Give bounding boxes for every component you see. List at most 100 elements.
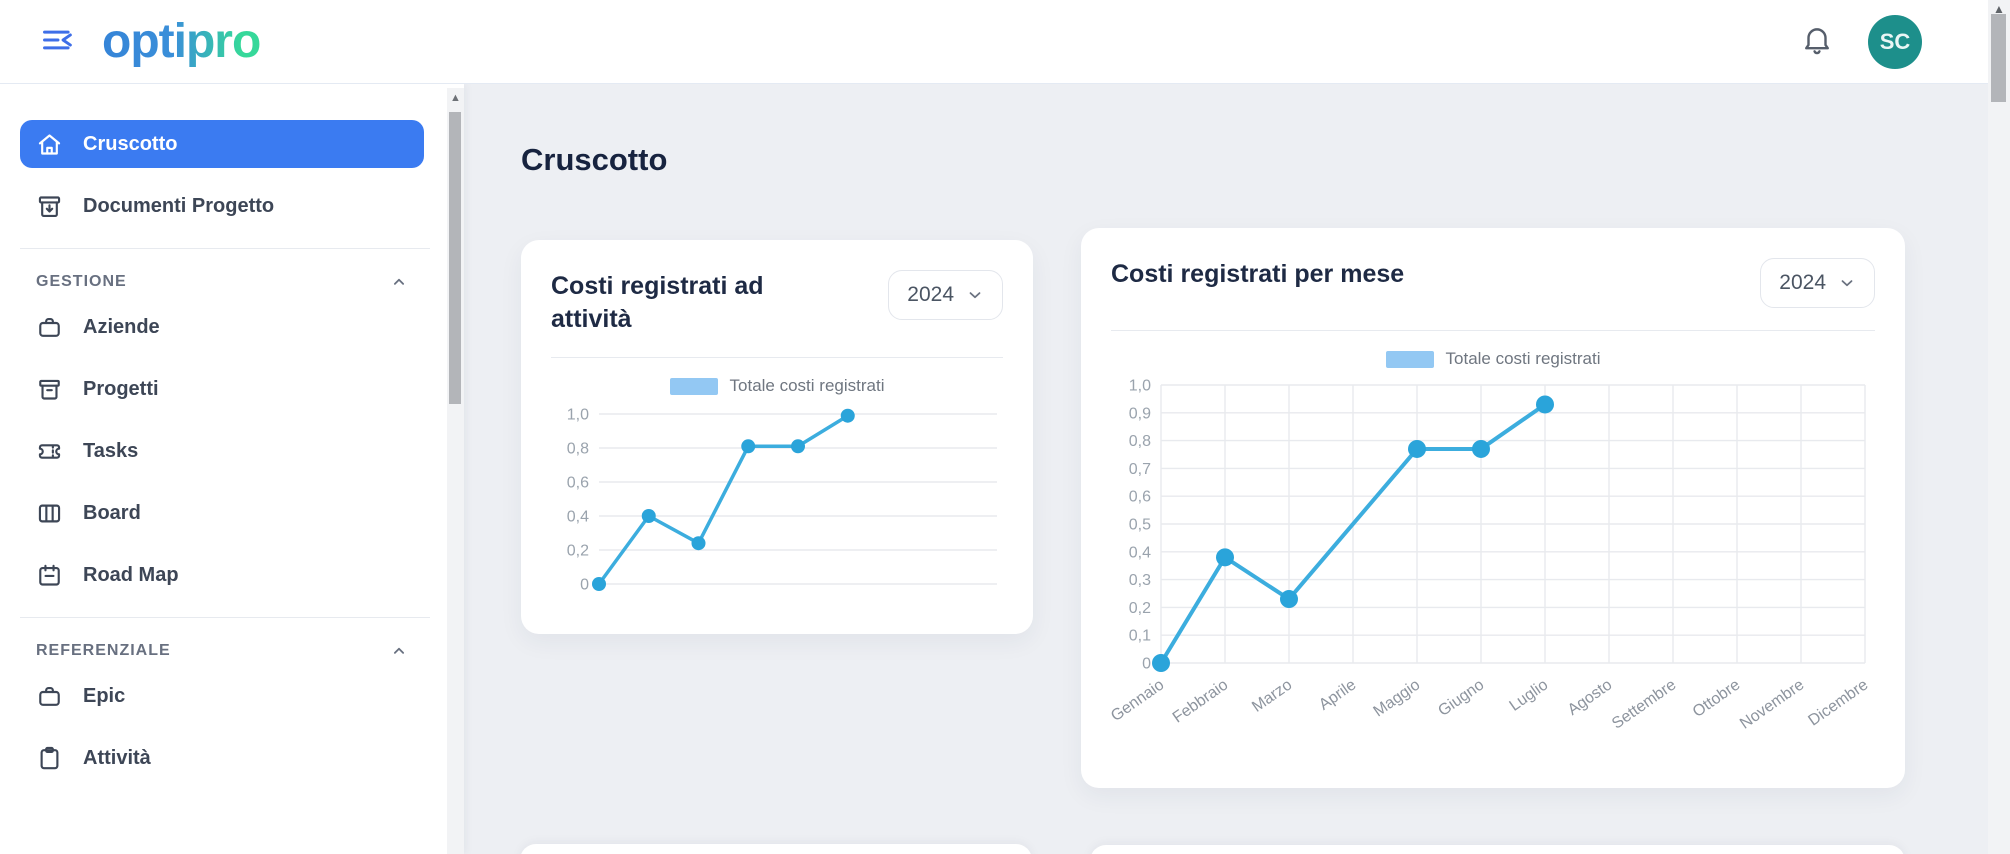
chart-legend: Totale costi registrati xyxy=(551,376,1003,396)
svg-text:Dicembre: Dicembre xyxy=(1805,676,1871,729)
chevron-down-icon xyxy=(966,286,984,304)
user-avatar[interactable]: SC xyxy=(1868,14,1922,69)
scroll-up-arrow-icon[interactable]: ▲ xyxy=(450,92,461,104)
notifications-button[interactable] xyxy=(1800,23,1834,60)
sidebar: Cruscotto Documenti Progetto GESTIONE Azien… xyxy=(0,84,464,854)
sidebar-item-tasks[interactable]: Tasks xyxy=(20,427,424,475)
legend-swatch xyxy=(669,377,718,395)
svg-text:0,2: 0,2 xyxy=(1129,600,1151,617)
page-title: Cruscotto xyxy=(521,142,668,177)
year-select[interactable]: 2024 xyxy=(1760,258,1875,308)
sidebar-item-board[interactable]: Board xyxy=(20,489,424,537)
chevron-up-icon xyxy=(390,273,408,291)
clipboard-icon xyxy=(36,745,63,772)
divider xyxy=(20,248,430,249)
costs-by-activity-card: Costi registrati ad attività 2024 Totale… xyxy=(521,240,1033,634)
svg-text:Novembre: Novembre xyxy=(1737,676,1807,732)
divider xyxy=(551,357,1003,358)
sidebar-item-label: Progetti xyxy=(83,377,159,400)
sidebar-item-label: Cruscotto xyxy=(83,132,178,155)
year-select-value: 2024 xyxy=(1779,271,1826,294)
sidebar-item-label: Aziende xyxy=(83,315,160,338)
home-icon xyxy=(36,131,63,158)
svg-text:Aprile: Aprile xyxy=(1316,676,1359,713)
card-title: Costi registrati ad attività xyxy=(551,272,764,333)
sidebar-collapse-icon xyxy=(40,24,76,59)
svg-text:Ottobre: Ottobre xyxy=(1690,676,1744,721)
sidebar-item-cruscotto[interactable]: Cruscotto xyxy=(20,120,424,168)
sidebar-item-epic[interactable]: Epic xyxy=(20,672,424,720)
svg-text:0,7: 0,7 xyxy=(1129,461,1151,478)
legend-label: Totale costi registrati xyxy=(729,376,885,395)
bell-icon xyxy=(1800,23,1834,60)
svg-text:0: 0 xyxy=(580,577,589,594)
svg-text:Maggio: Maggio xyxy=(1371,676,1424,720)
sidebar-item-label: Documenti Progetto xyxy=(83,194,275,217)
chart-legend: Totale costi registrati xyxy=(1111,349,1875,369)
costs-by-month-chart: 0 0,1 0,2 0,3 0,4 0,5 0,6 0,7 0,8 0,9 1,0 Gennaio Fe… xyxy=(1111,378,1871,733)
dashboard-cards-row: Costi registrati ad attività 2024 Totale… xyxy=(521,228,1988,788)
svg-text:0,6: 0,6 xyxy=(567,475,589,492)
top-header: optipro SC xyxy=(0,0,2010,84)
svg-text:1,0: 1,0 xyxy=(567,407,589,424)
page-scrollbar-thumb[interactable] xyxy=(1991,14,2006,102)
svg-text:0,9: 0,9 xyxy=(1129,405,1151,422)
sidebar-collapse-button[interactable] xyxy=(36,20,80,64)
svg-text:Settembre: Settembre xyxy=(1609,676,1679,732)
legend-label: Totale costi registrati xyxy=(1445,349,1601,368)
sidebar-item-label: Road Map xyxy=(83,563,179,586)
svg-text:Gennaio: Gennaio xyxy=(1111,676,1167,725)
archive-box-icon xyxy=(36,376,63,403)
sidebar-item-label: Tasks xyxy=(83,439,139,462)
archive-download-icon xyxy=(36,193,63,220)
svg-text:0,2: 0,2 xyxy=(567,543,589,560)
sidebar-item-progetti[interactable]: Progetti xyxy=(20,365,424,413)
year-select[interactable]: 2024 xyxy=(888,270,1003,320)
legend-swatch xyxy=(1385,350,1434,368)
svg-text:Giugno: Giugno xyxy=(1435,676,1487,720)
svg-text:0,5: 0,5 xyxy=(1129,517,1151,534)
svg-text:0,1: 0,1 xyxy=(1129,628,1151,645)
app-logo: optipro xyxy=(102,15,261,68)
svg-text:Marzo: Marzo xyxy=(1249,676,1295,715)
costs-by-activity-chart: 0 0,2 0,4 0,6 0,8 1,0 xyxy=(567,407,997,594)
briefcase-icon xyxy=(36,683,63,710)
scroll-up-arrow-icon[interactable]: ▲ xyxy=(1993,2,2005,16)
briefcase-icon xyxy=(36,314,63,341)
sidebar-item-road-map[interactable]: Road Map xyxy=(20,551,424,599)
calendar-icon xyxy=(36,562,63,589)
columns-icon xyxy=(36,500,63,527)
sidebar-item-label: Epic xyxy=(83,684,126,707)
costs-by-month-card: Costi registrati per mese 2024 Totale co… xyxy=(1081,228,1905,788)
sidebar-scrollbar-thumb[interactable] xyxy=(449,112,461,404)
card-peek xyxy=(520,844,1032,854)
sidebar-item-attività[interactable]: Attività xyxy=(20,734,424,782)
svg-text:0,8: 0,8 xyxy=(1129,433,1151,450)
sidebar-section-gestione[interactable]: GESTIONE xyxy=(20,267,424,303)
sidebar-item-documenti-progetto[interactable]: Documenti Progetto xyxy=(20,182,424,230)
divider xyxy=(1111,330,1875,331)
card-peek xyxy=(1090,845,1905,854)
year-select-value: 2024 xyxy=(907,283,954,306)
sidebar-scrollbar[interactable]: ▲ xyxy=(447,88,464,854)
sidebar-item-aziende[interactable]: Aziende xyxy=(20,303,424,351)
svg-text:0: 0 xyxy=(1142,656,1151,673)
svg-text:Luglio: Luglio xyxy=(1507,676,1552,714)
card-title: Costi registrati per mese xyxy=(1111,260,1405,288)
svg-text:0,6: 0,6 xyxy=(1129,489,1151,506)
svg-text:0,3: 0,3 xyxy=(1129,572,1151,589)
svg-text:0,4: 0,4 xyxy=(567,509,589,526)
svg-text:Febbraio: Febbraio xyxy=(1170,676,1232,726)
divider xyxy=(20,617,430,618)
ticket-icon xyxy=(36,438,63,465)
svg-text:0,4: 0,4 xyxy=(1129,544,1151,561)
sidebar-section-title: REFERENZIALE xyxy=(36,642,171,659)
svg-text:Agosto: Agosto xyxy=(1565,676,1616,719)
svg-text:0,8: 0,8 xyxy=(567,441,589,458)
page-scrollbar[interactable]: ▲ xyxy=(1988,0,2010,854)
sidebar-item-label: Attività xyxy=(83,746,151,769)
chevron-up-icon xyxy=(390,642,408,660)
sidebar-section-title: GESTIONE xyxy=(36,273,127,290)
sidebar-section-referenziale[interactable]: REFERENZIALE xyxy=(20,636,424,672)
sidebar-item-label: Board xyxy=(83,501,141,524)
